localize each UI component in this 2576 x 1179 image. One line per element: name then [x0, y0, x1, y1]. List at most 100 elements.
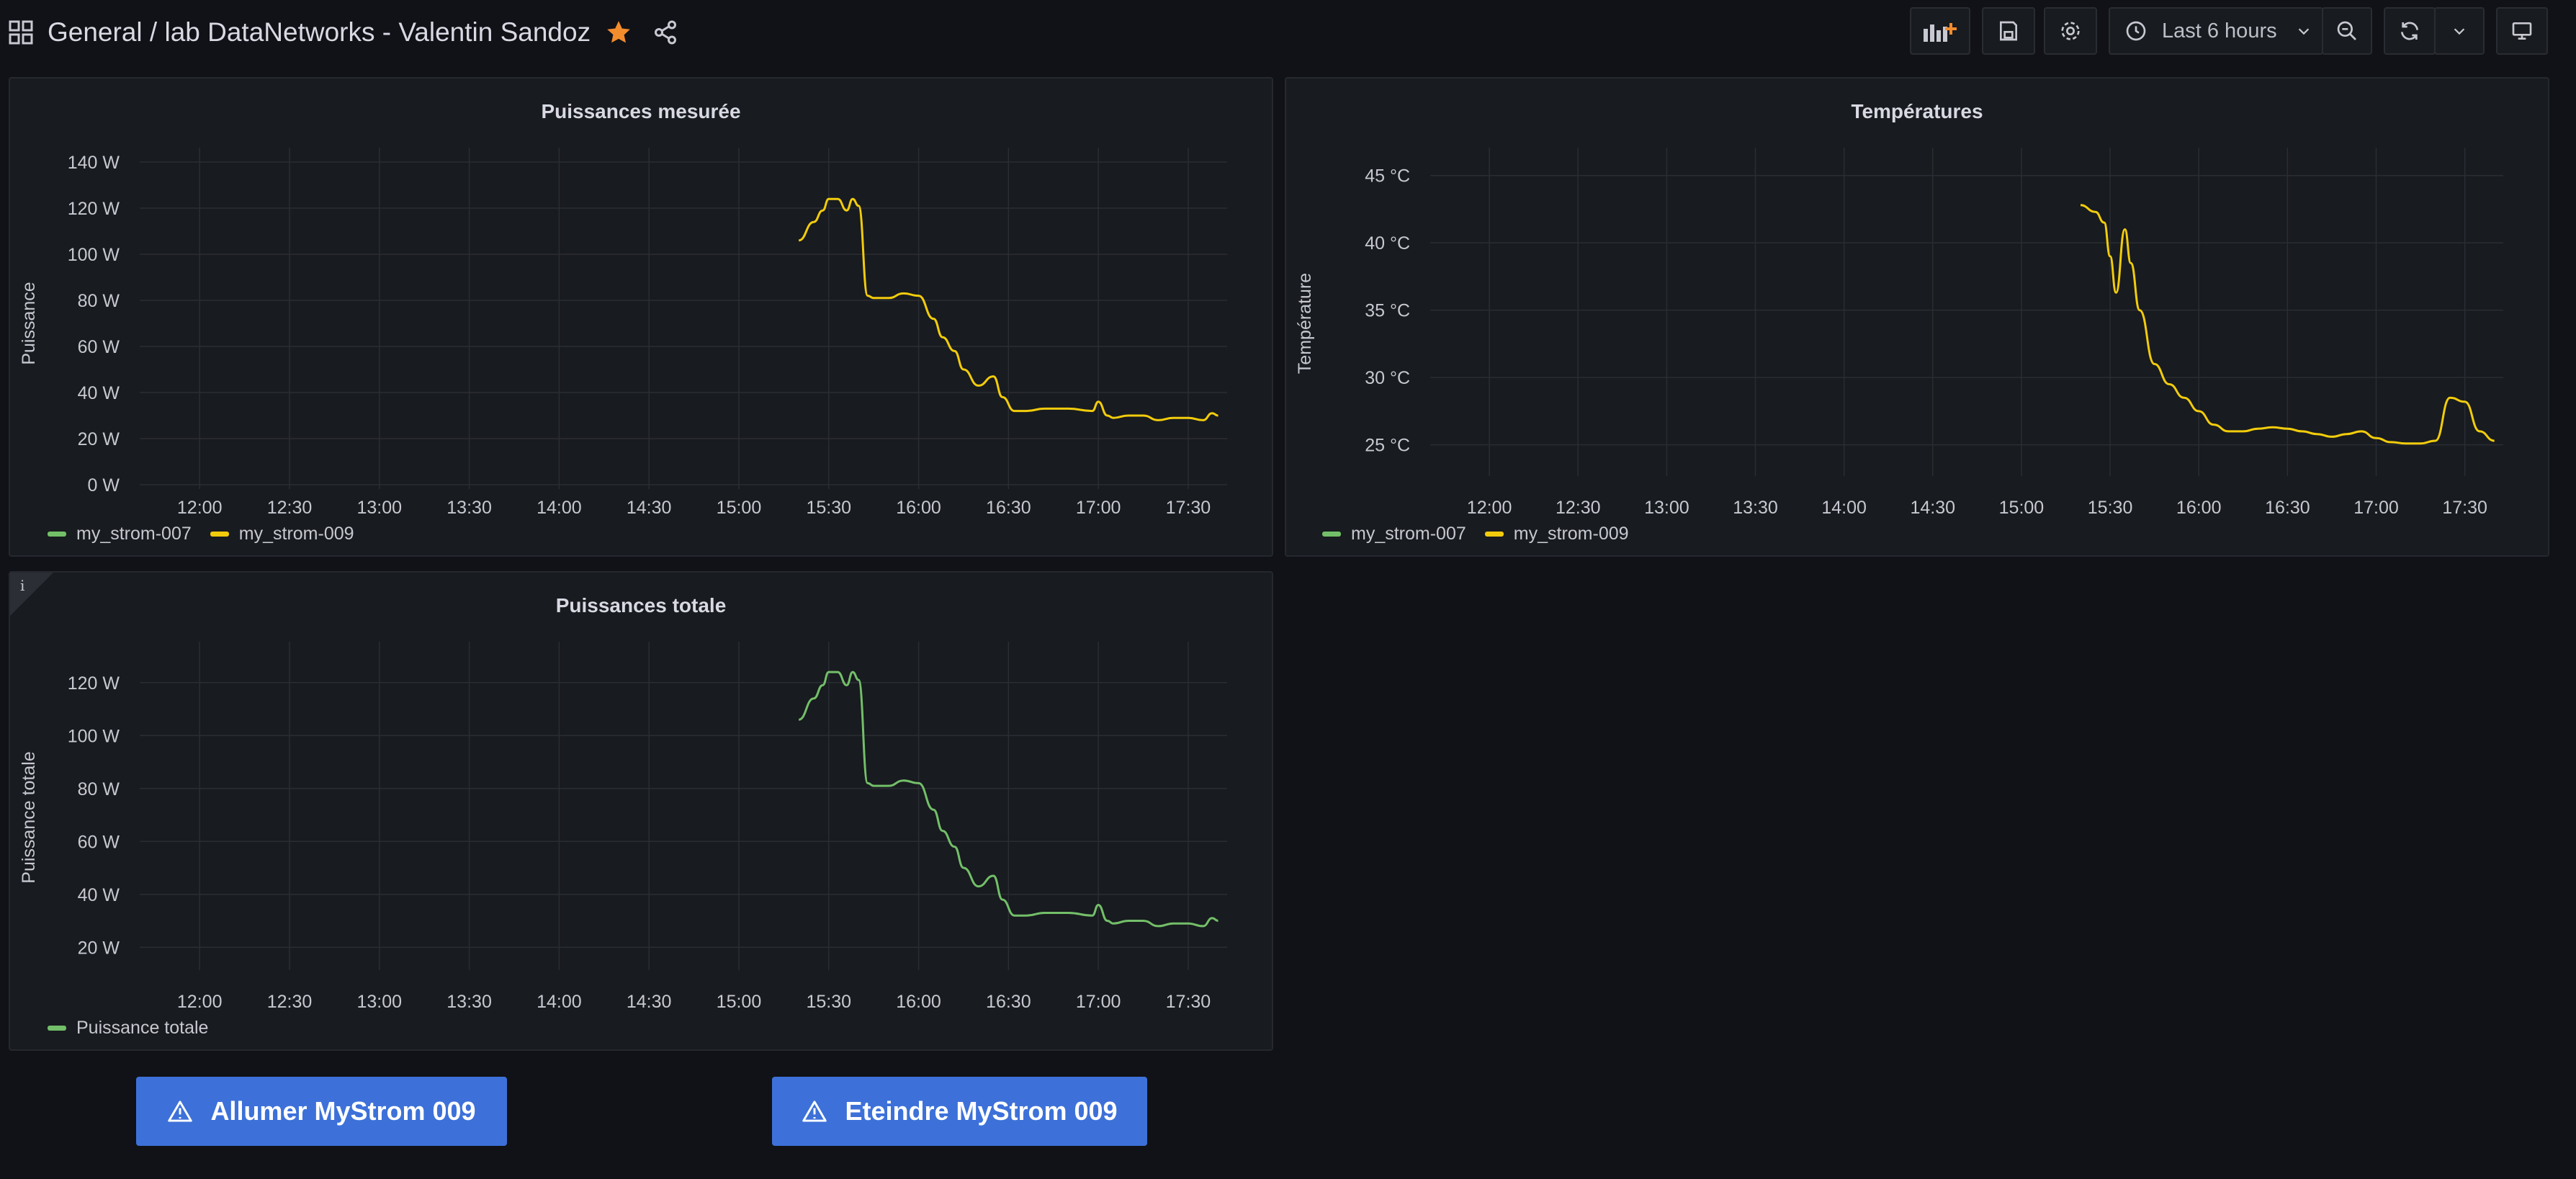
x-tick-label: 16:30 — [2265, 498, 2310, 518]
x-tick-label: 12:30 — [267, 498, 313, 518]
legend-swatch — [1484, 532, 1504, 537]
panel-info-corner[interactable] — [10, 573, 53, 616]
x-tick-label: 17:30 — [1166, 992, 1211, 1012]
x-tick-label: 14:30 — [1911, 498, 1956, 518]
x-tick-label: 16:30 — [986, 992, 1031, 1012]
y-tick-label: 120 W — [68, 673, 120, 694]
series-line-my-strom-009[interactable] — [2080, 204, 2495, 445]
time-range-label: Last 6 hours — [2162, 19, 2277, 42]
panel-title[interactable]: Températures — [1851, 100, 1983, 122]
x-tick-label: 14:30 — [627, 992, 672, 1012]
y-tick-label: 20 W — [78, 938, 120, 958]
tv-mode-button[interactable] — [2496, 7, 2548, 55]
add-panel-button[interactable] — [1910, 7, 1970, 55]
refresh-icon — [2401, 22, 2418, 40]
panel-puissances-mesuree: Puissances mesurée Puissance 0 W 20 W 40 W… — [9, 77, 1273, 557]
time-picker[interactable]: Last 6 hours — [2109, 7, 2323, 55]
legend-label: Puissance totale — [76, 1018, 209, 1038]
allumer-mystrom-button[interactable]: Allumer MyStrom 009 — [136, 1077, 507, 1146]
legend-label: my_strom-007 — [1351, 524, 1466, 544]
refresh-interval-dropdown[interactable] — [2434, 7, 2485, 55]
legend: my_strom-007 my_strom-009 — [1322, 524, 1648, 544]
x-tick-label: 17:00 — [1076, 498, 1121, 518]
panel-temperatures: Températures Température 25 °C 30 °C 35 °C… — [1285, 77, 2549, 557]
series-line-my-strom-009[interactable] — [798, 197, 1219, 421]
legend-item-my-strom-007[interactable]: my_strom-007 — [1322, 524, 1466, 544]
chart-temperatures: Température 25 °C 30 °C 35 °C 40 °C 45 °C 12:… — [1295, 148, 2503, 518]
series-line-puissance-totale[interactable] — [798, 671, 1219, 928]
eteindre-mystrom-button[interactable]: Eteindre MyStrom 009 — [772, 1077, 1147, 1146]
legend-item-puissance-totale[interactable]: Puissance totale — [48, 1018, 208, 1039]
x-tick-label: 17:00 — [1076, 992, 1121, 1012]
y-tick-label: 35 °C — [1365, 301, 1410, 321]
y-tick-label: 20 W — [78, 429, 120, 449]
star-icon[interactable] — [605, 19, 632, 46]
x-tick-label: 17:30 — [1166, 498, 1211, 518]
y-tick-label: 40 °C — [1365, 233, 1410, 254]
chevron-down-icon — [2454, 28, 2465, 35]
legend-label: my_strom-009 — [1513, 524, 1629, 544]
x-tick-label: 13:30 — [446, 498, 492, 518]
dashboards-grid-icon[interactable] — [9, 20, 33, 45]
legend-item-my-strom-009[interactable]: my_strom-009 — [1484, 524, 1629, 544]
y-tick-label: 80 W — [78, 779, 120, 799]
refresh-button[interactable] — [2384, 7, 2436, 55]
y-tick-label: 30 °C — [1365, 368, 1410, 388]
x-tick-label: 12:00 — [177, 498, 223, 518]
tv-mode-icon — [2512, 22, 2532, 40]
zoom-out-button[interactable] — [2322, 7, 2372, 55]
x-tick-label: 17:00 — [2353, 498, 2399, 518]
chart-puissances-mesuree: Puissance 0 W 20 W 40 W 60 W 80 W 100 W 120 W 1… — [19, 148, 1227, 518]
x-tick-label: 12:30 — [267, 992, 313, 1012]
legend-item-my-strom-007[interactable]: my_strom-007 — [48, 524, 192, 544]
legend: my_strom-007 my_strom-009 — [48, 524, 373, 544]
add-panel-icon — [1924, 23, 1957, 42]
dashboard-title[interactable]: General / lab DataNetworks - Valentin Sa… — [48, 17, 591, 47]
chevron-down-icon — [2298, 28, 2309, 35]
x-tick-label: 15:00 — [1999, 498, 2045, 518]
y-tick-label: 45 °C — [1365, 166, 1410, 187]
legend-label: my_strom-007 — [76, 524, 192, 544]
panel-title[interactable]: Puissances mesurée — [541, 100, 741, 122]
share-icon[interactable] — [652, 19, 678, 45]
button-label: Allumer MyStrom 009 — [210, 1096, 476, 1126]
zoom-out-icon — [2337, 21, 2356, 40]
x-tick-label: 12:00 — [1467, 498, 1512, 518]
y-tick-label: 40 W — [78, 383, 120, 403]
clock-icon — [2126, 21, 2146, 41]
save-dashboard-button[interactable] — [1982, 7, 2035, 55]
x-tick-label: 14:00 — [1821, 498, 1867, 518]
breadcrumb: General / lab DataNetworks - Valentin Sa… — [9, 13, 678, 52]
y-tick-label: 60 W — [78, 832, 120, 852]
y-tick-label: 80 W — [78, 291, 120, 311]
legend-label: my_strom-009 — [238, 524, 354, 544]
x-tick-label: 13:00 — [357, 498, 403, 518]
x-tick-label: 15:00 — [717, 498, 762, 518]
y-tick-label: 140 W — [68, 153, 120, 173]
chart-puissances-totale: Puissance totale 20 W 40 W 60 W 80 W 100 W 12… — [19, 642, 1227, 1012]
x-tick-label: 14:30 — [627, 498, 672, 518]
y-tick-label: 100 W — [68, 726, 120, 746]
legend-swatch — [210, 532, 229, 537]
y-tick-label: 40 W — [78, 885, 120, 905]
x-tick-label: 14:00 — [537, 992, 582, 1012]
x-tick-label: 13:00 — [1644, 498, 1689, 518]
top-navbar: General / lab DataNetworks - Valentin Sa… — [0, 0, 2576, 72]
y-axis-label: Puissance totale — [19, 751, 39, 883]
x-tick-label: 16:00 — [896, 992, 941, 1012]
settings-gear-icon — [2061, 22, 2080, 40]
panel-title[interactable]: Puissances totale — [555, 594, 727, 617]
info-icon[interactable]: i — [20, 577, 25, 594]
x-tick-label: 16:00 — [896, 498, 941, 518]
dashboard-settings-button[interactable] — [2044, 7, 2097, 55]
x-tick-label: 14:00 — [537, 498, 582, 518]
legend-swatch — [1322, 532, 1341, 537]
x-tick-label: 13:30 — [446, 992, 492, 1012]
y-axis-label: Puissance — [19, 282, 39, 364]
legend: Puissance totale — [48, 1018, 227, 1039]
legend-item-my-strom-009[interactable]: my_strom-009 — [210, 524, 354, 544]
panel-puissances-totale: i Puissances totale Puissance totale 20 … — [9, 571, 1273, 1051]
y-tick-label: 100 W — [68, 245, 120, 265]
legend-swatch — [48, 1026, 66, 1031]
x-tick-label: 16:30 — [986, 498, 1031, 518]
